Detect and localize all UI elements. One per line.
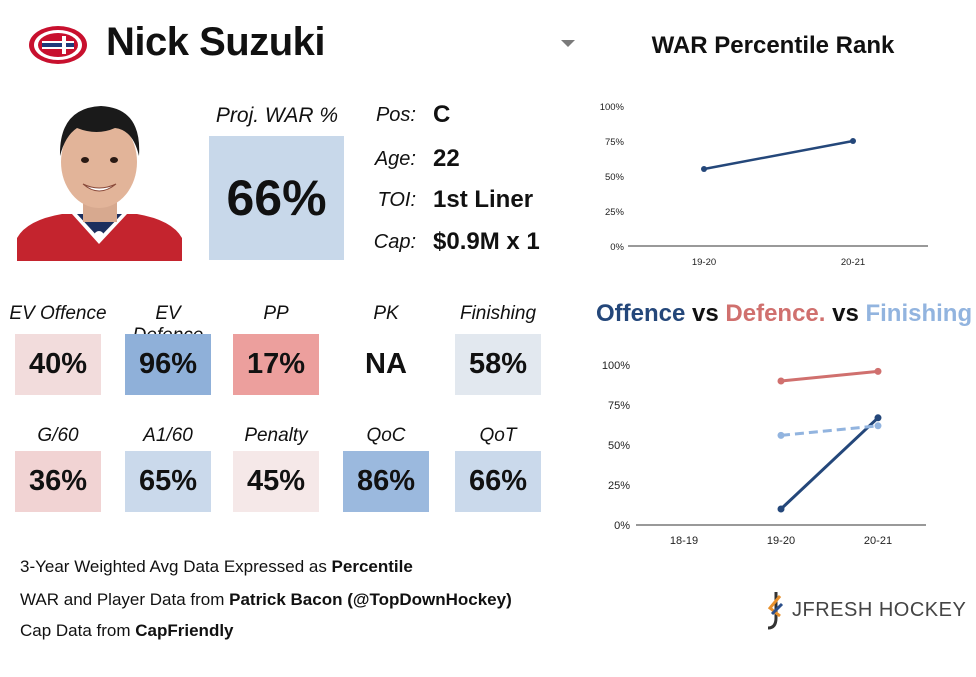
stat-value-g60: 36% — [15, 451, 101, 512]
war-percentile-chart: 0% 25% 50% 75% 100% 19-20 20-21 — [600, 102, 928, 268]
player-name: Nick Suzuki — [106, 20, 326, 64]
defence-data-point — [777, 505, 785, 513]
proj-war-value: 66% — [209, 136, 344, 260]
stat-label-qot: QoT — [479, 425, 517, 446]
x-tick-label: 18-19 — [670, 535, 698, 547]
brand-text: JFRESH HOCKEY — [792, 599, 967, 621]
toi-value: 1st Liner — [433, 186, 534, 213]
offence-series-line — [780, 369, 879, 383]
stat-value-finishing: 58% — [455, 334, 541, 395]
stat-label-qoc: QoC — [366, 425, 406, 446]
player-dropdown-icon[interactable] — [561, 40, 575, 47]
toi-label: TOI: — [377, 189, 416, 211]
war-series-line — [703, 139, 854, 171]
finishing-series-line — [780, 424, 879, 437]
finishing-data-point — [874, 422, 882, 430]
war-data-point — [850, 138, 856, 144]
stat-label-finishing: Finishing — [459, 303, 537, 324]
x-tick-label: 20-21 — [841, 257, 865, 268]
ovd-chart: 0% 25% 50% 75% 100% 18-19 19-20 20-21 — [602, 360, 926, 547]
y-tick-label: 50% — [605, 172, 625, 183]
stat-value-a160: 65% — [125, 451, 211, 512]
stat-value-ev-defence: 96% — [125, 334, 211, 395]
x-tick-label: 19-20 — [767, 535, 795, 547]
proj-war-label: Proj. WAR % — [215, 104, 339, 127]
cap-value: $0.9M x 1 — [433, 228, 540, 255]
pos-label: Pos: — [375, 104, 416, 126]
y-tick-label: 100% — [602, 360, 630, 372]
jfresh-brand: JFRESH HOCKEY — [762, 588, 966, 636]
x-tick-label: 19-20 — [692, 257, 716, 268]
y-tick-label: 75% — [605, 137, 625, 148]
ovd-title-offence: Offence — [596, 300, 686, 327]
canadiens-logo — [29, 26, 87, 64]
y-tick-label: 0% — [610, 242, 624, 253]
x-tick-label: 20-21 — [864, 535, 892, 547]
stat-value-penalty: 45% — [233, 451, 319, 512]
stat-label-ev-offence: EV Offence — [9, 303, 107, 324]
y-tick-label: 25% — [605, 207, 625, 218]
age-value: 22 — [433, 145, 460, 172]
stat-label-a160: A1/60 — [143, 425, 193, 446]
stat-value-pp: 17% — [233, 334, 319, 395]
age-label: Age: — [374, 148, 416, 170]
stat-label-penalty: Penalty — [244, 425, 308, 446]
y-tick-label: 25% — [608, 480, 630, 492]
footer-line-war-source: WAR and Player Data from Patrick Bacon (… — [20, 590, 512, 609]
defence-series-line — [779, 416, 880, 511]
ovd-title-finishing: Finishing — [865, 300, 973, 327]
stat-label-pp: PP — [263, 303, 289, 324]
stat-label-pk: PK — [373, 303, 399, 324]
y-tick-label: 100% — [600, 102, 625, 113]
ovd-title-vs2: vs — [825, 300, 866, 327]
stat-value-ev-offence: 40% — [15, 334, 101, 395]
stat-value-pk: NA — [343, 334, 429, 395]
pos-value: C — [433, 101, 451, 128]
stat-value-qoc: 86% — [343, 451, 429, 512]
offence-data-point — [874, 367, 882, 375]
cap-label: Cap: — [373, 231, 416, 253]
stat-label-g60: G/60 — [37, 425, 79, 446]
y-tick-label: 75% — [608, 400, 630, 412]
footer-line-cap-source: Cap Data from CapFriendly — [20, 621, 234, 640]
stat-value-qot: 66% — [455, 451, 541, 512]
player-headshot — [17, 98, 182, 261]
y-tick-label: 0% — [614, 520, 630, 532]
footer-line-percentile: 3-Year Weighted Avg Data Expressed as Pe… — [20, 557, 413, 576]
ovd-title-vs1: vs — [685, 300, 726, 327]
offence-data-point — [777, 377, 785, 385]
finishing-data-point — [777, 431, 785, 439]
y-tick-label: 50% — [608, 440, 630, 452]
jfresh-logo-icon — [767, 592, 784, 630]
defence-data-point — [874, 414, 882, 422]
war-data-point — [701, 166, 707, 172]
war-chart-title: WAR Percentile Rank — [651, 32, 895, 59]
ovd-title-defence: Defence. — [725, 300, 826, 327]
ovd-chart-title: Offence vs Defence. vs Finishing — [596, 300, 972, 328]
